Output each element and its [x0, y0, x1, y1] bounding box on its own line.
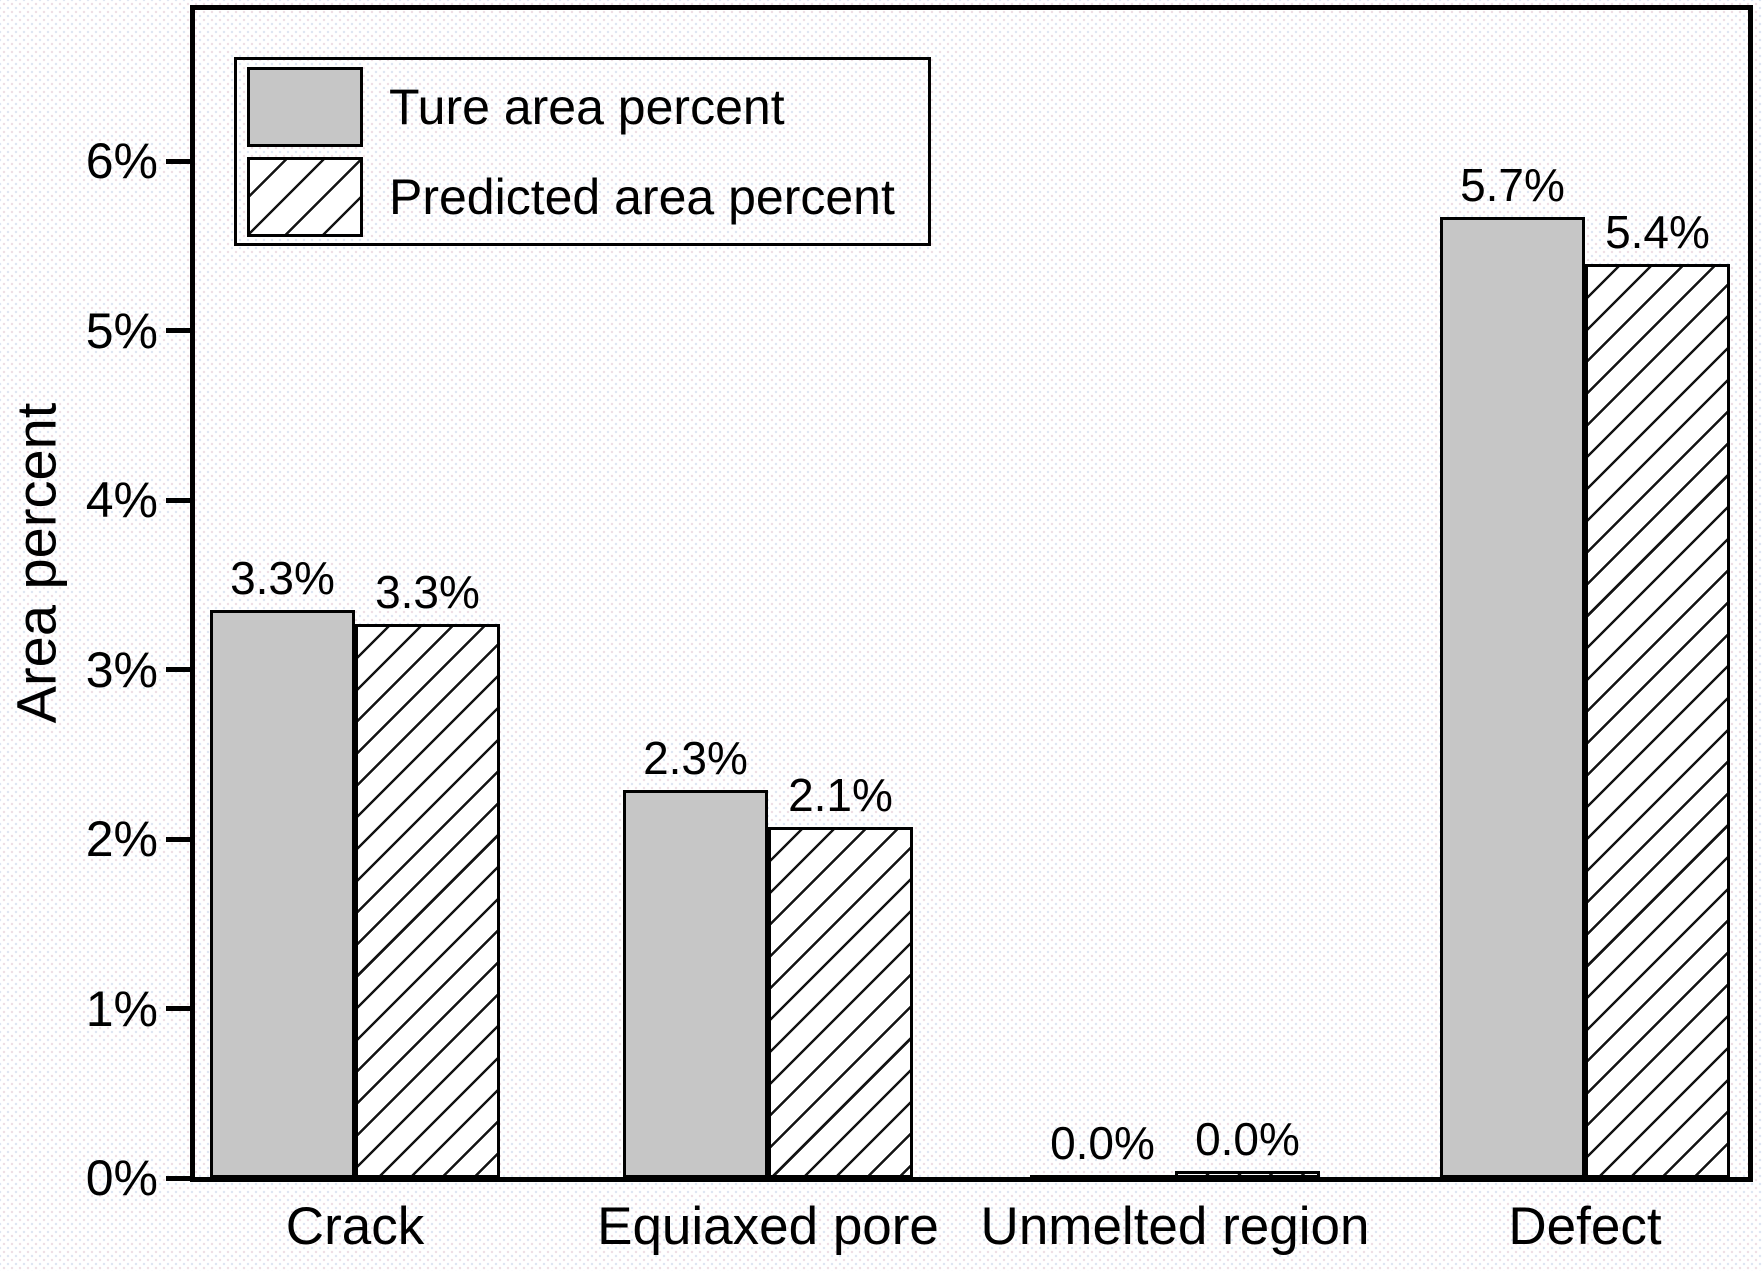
y-tick-mark-2 — [166, 836, 190, 842]
bar-value-label-true-equiaxed-pore: 2.3% — [643, 732, 748, 784]
x-category-label-defect: Defect — [1508, 1197, 1662, 1256]
legend-swatch-hatched — [247, 157, 363, 237]
legend-swatch-solid-gray — [247, 67, 363, 147]
bar-value-label-predicted-defect: 5.4% — [1605, 206, 1710, 258]
bar-true-unmelted-region — [1030, 1175, 1175, 1181]
legend-label-predicted: Predicted area percent — [389, 169, 895, 225]
y-tick-label-5: 5% — [85, 302, 158, 359]
legend-entry-true: Ture area percent — [237, 63, 928, 151]
bar-true-defect — [1440, 217, 1585, 1178]
bar-value-label-predicted-crack: 3.3% — [375, 566, 480, 618]
plot-frame — [190, 5, 1753, 1182]
x-category-label-unmelted-region: Unmelted region — [980, 1197, 1370, 1256]
legend-entry-predicted: Predicted area percent — [237, 153, 928, 241]
y-tick-label-4: 4% — [85, 472, 158, 528]
bar-predicted-defect — [1585, 264, 1730, 1178]
y-tick-label-2: 2% — [85, 811, 158, 867]
bar-predicted-equiaxed-pore — [768, 827, 913, 1178]
bar-value-label-true-crack: 3.3% — [230, 552, 335, 604]
bar-value-label-true-defect: 5.7% — [1460, 159, 1565, 211]
bar-true-crack — [210, 610, 355, 1178]
y-tick-label-6: 6% — [85, 133, 158, 189]
bar-value-label-true-unmelted-region: 0.0% — [1050, 1117, 1155, 1169]
y-tick-mark-4 — [166, 497, 190, 503]
y-tick-mark-0 — [166, 1175, 190, 1181]
y-tick-label-1: 1% — [85, 980, 158, 1037]
y-tick-mark-3 — [166, 667, 190, 672]
bar-true-equiaxed-pore — [623, 790, 768, 1178]
y-tick-mark-6 — [166, 158, 190, 164]
y-tick-label-0: 0% — [85, 1150, 158, 1206]
bar-value-label-predicted-unmelted-region: 0.0% — [1195, 1113, 1300, 1165]
bar-value-label-predicted-equiaxed-pore: 2.1% — [788, 769, 893, 821]
bar-predicted-crack — [355, 624, 500, 1178]
x-category-label-crack: Crack — [285, 1197, 425, 1256]
y-tick-mark-5 — [166, 328, 190, 333]
bar-predicted-unmelted-region — [1175, 1171, 1320, 1178]
y-tick-label-3: 3% — [85, 641, 158, 698]
y-tick-mark-1 — [166, 1006, 190, 1011]
legend: Ture area percent Predicted area percent — [234, 57, 931, 246]
legend-label-true: Ture area percent — [389, 79, 785, 135]
x-category-label-equiaxed-pore: Equiaxed pore — [597, 1197, 939, 1256]
